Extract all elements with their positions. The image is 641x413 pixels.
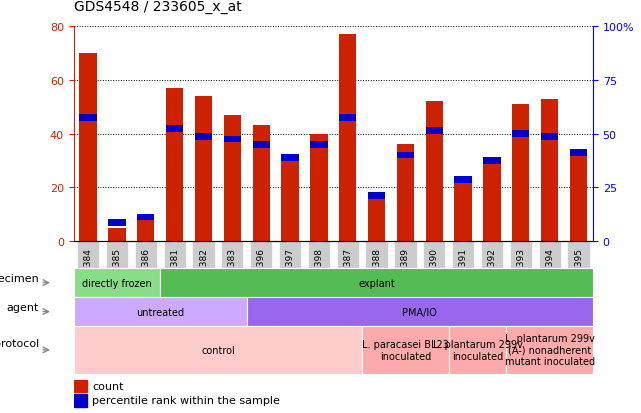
- Bar: [512, 104, 529, 242]
- Bar: [253, 142, 270, 148]
- Bar: [570, 150, 587, 242]
- Text: directly frozen: directly frozen: [82, 278, 152, 288]
- Bar: [195, 97, 212, 242]
- Bar: [397, 145, 414, 242]
- Bar: [506, 326, 593, 374]
- Bar: [426, 102, 443, 242]
- Bar: [74, 394, 87, 406]
- Bar: [541, 99, 558, 242]
- Text: agent: agent: [6, 302, 39, 313]
- Bar: [79, 115, 97, 121]
- Text: L. paracasei BL23
inoculated: L. paracasei BL23 inoculated: [362, 339, 449, 361]
- Text: explant: explant: [358, 278, 395, 288]
- Bar: [74, 297, 247, 326]
- Bar: [310, 142, 328, 148]
- Text: PMA/IO: PMA/IO: [403, 307, 437, 317]
- Bar: [541, 133, 558, 140]
- Bar: [195, 133, 212, 140]
- Bar: [339, 35, 356, 242]
- Bar: [368, 196, 385, 242]
- Bar: [570, 150, 587, 157]
- Bar: [362, 326, 449, 374]
- Bar: [224, 136, 241, 143]
- Text: specimen: specimen: [0, 273, 39, 284]
- Bar: [247, 297, 593, 326]
- Bar: [281, 158, 299, 242]
- Text: protocol: protocol: [0, 338, 39, 348]
- Bar: [310, 134, 328, 242]
- Text: L. plantarum 299v
inoculated: L. plantarum 299v inoculated: [433, 339, 522, 361]
- Text: count: count: [92, 381, 123, 392]
- Bar: [397, 152, 414, 159]
- Bar: [449, 326, 506, 374]
- Text: L. plantarum 299v
(A-) nonadherent
mutant inoculated: L. plantarum 299v (A-) nonadherent mutan…: [504, 333, 595, 367]
- Bar: [74, 268, 160, 297]
- Bar: [483, 161, 501, 242]
- Bar: [108, 219, 126, 226]
- Bar: [454, 176, 472, 183]
- Bar: [483, 158, 501, 164]
- Bar: [74, 380, 87, 392]
- Bar: [166, 88, 183, 242]
- Bar: [160, 268, 593, 297]
- Bar: [281, 155, 299, 162]
- Bar: [368, 192, 385, 199]
- Bar: [454, 180, 472, 242]
- Bar: [137, 214, 154, 221]
- Bar: [339, 115, 356, 121]
- Text: percentile rank within the sample: percentile rank within the sample: [92, 395, 279, 406]
- Bar: [74, 326, 362, 374]
- Bar: [79, 54, 97, 242]
- Bar: [426, 128, 443, 135]
- Bar: [137, 220, 154, 242]
- Bar: [224, 115, 241, 242]
- Text: control: control: [201, 345, 235, 355]
- Text: GDS4548 / 233605_x_at: GDS4548 / 233605_x_at: [74, 0, 242, 14]
- Bar: [512, 131, 529, 138]
- Bar: [108, 228, 126, 242]
- Bar: [166, 126, 183, 132]
- Bar: [253, 126, 270, 242]
- Text: untreated: untreated: [136, 307, 185, 317]
